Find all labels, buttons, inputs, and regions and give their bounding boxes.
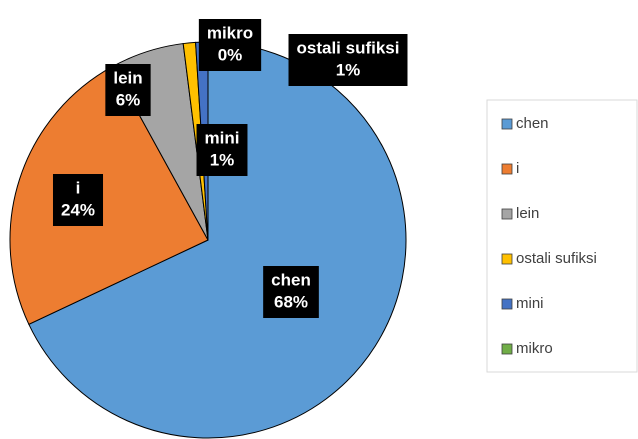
- data-label-box: [198, 19, 262, 71]
- legend-label: mini: [516, 295, 544, 312]
- legend-swatch: [501, 163, 513, 175]
- data-label-box: [288, 34, 408, 86]
- data-label-name: i: [76, 178, 81, 197]
- data-label-value: 1%: [210, 150, 235, 169]
- legend-label: mikro: [516, 340, 553, 357]
- data-label-value: 0%: [218, 45, 243, 64]
- data-label-value: 24%: [61, 200, 95, 219]
- legend-swatch: [501, 253, 513, 265]
- legend-swatch: [501, 208, 513, 220]
- data-label-name: ostali sufiksi: [297, 38, 400, 57]
- legend-frame: [486, 99, 638, 373]
- legend-swatch: [501, 298, 513, 310]
- data-label-box: [263, 266, 319, 318]
- data-label-value: 6%: [116, 90, 141, 109]
- legend-swatch: [501, 343, 513, 355]
- data-label-name: chen: [271, 270, 311, 289]
- data-label-box: [52, 174, 104, 226]
- pie-slice: [9, 65, 209, 325]
- legend-label: lein: [516, 205, 539, 222]
- data-label-box: [105, 64, 151, 116]
- legend-label: chen: [516, 115, 549, 132]
- data-label-name: mini: [205, 128, 240, 147]
- data-label-box: [196, 124, 248, 176]
- data-label-name: mikro: [207, 23, 253, 42]
- data-label-name: lein: [113, 68, 142, 87]
- legend-label: i: [516, 160, 519, 177]
- legend-label: ostali sufiksi: [516, 250, 597, 267]
- data-label-value: 1%: [336, 60, 361, 79]
- data-label-value: 68%: [274, 292, 308, 311]
- legend-swatch: [501, 118, 513, 130]
